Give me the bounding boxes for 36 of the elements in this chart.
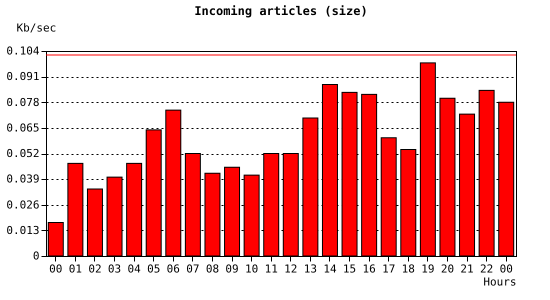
x-tick-label: 18 [402, 262, 415, 276]
x-tick-label: 16 [362, 262, 376, 276]
x-tick-label: 06 [166, 262, 180, 276]
x-tick-label: 09 [225, 262, 239, 276]
x-tick-label: 01 [68, 262, 82, 276]
x-tick-label: 15 [342, 262, 356, 276]
x-axis-title: Hours [483, 276, 516, 288]
x-tick-label: 19 [421, 262, 434, 276]
y-tick-label: 0.013 [6, 224, 40, 237]
x-tick-label: 22 [480, 262, 494, 276]
x-tick-label: 10 [245, 262, 258, 276]
y-axis-title: Kb/sec [16, 22, 56, 34]
x-tick-label: 08 [206, 262, 220, 276]
x-tick-label: 11 [264, 262, 278, 276]
x-tick-label: 02 [88, 262, 102, 276]
x-tick-label: 04 [128, 262, 142, 276]
x-tick-label: 14 [323, 262, 337, 276]
x-tick-label: 17 [382, 262, 396, 276]
y-tick-label: 0.065 [6, 121, 40, 134]
x-tick-label: 00 [49, 262, 62, 276]
y-tick-label: 0.052 [6, 147, 40, 160]
x-tick-label: 21 [460, 262, 474, 276]
x-tick-label: 03 [108, 262, 122, 276]
y-tick-label: 0.026 [6, 198, 40, 212]
y-tick-label: 0.078 [6, 96, 40, 109]
x-tick-label: 12 [284, 262, 298, 276]
y-tick-label: 0.104 [6, 44, 40, 58]
y-tick-label: 0.091 [6, 70, 40, 84]
x-tick-label: 05 [147, 262, 160, 276]
y-tick-label: 0 [32, 250, 40, 262]
chart-title: Incoming articles (size) [194, 4, 368, 18]
x-tick-label: 00 [500, 262, 513, 276]
y-tick-label: 0.039 [6, 172, 40, 186]
x-tick-label: 13 [304, 262, 317, 276]
x-tick-label: 07 [186, 262, 200, 276]
x-tick-label: 20 [440, 262, 454, 276]
